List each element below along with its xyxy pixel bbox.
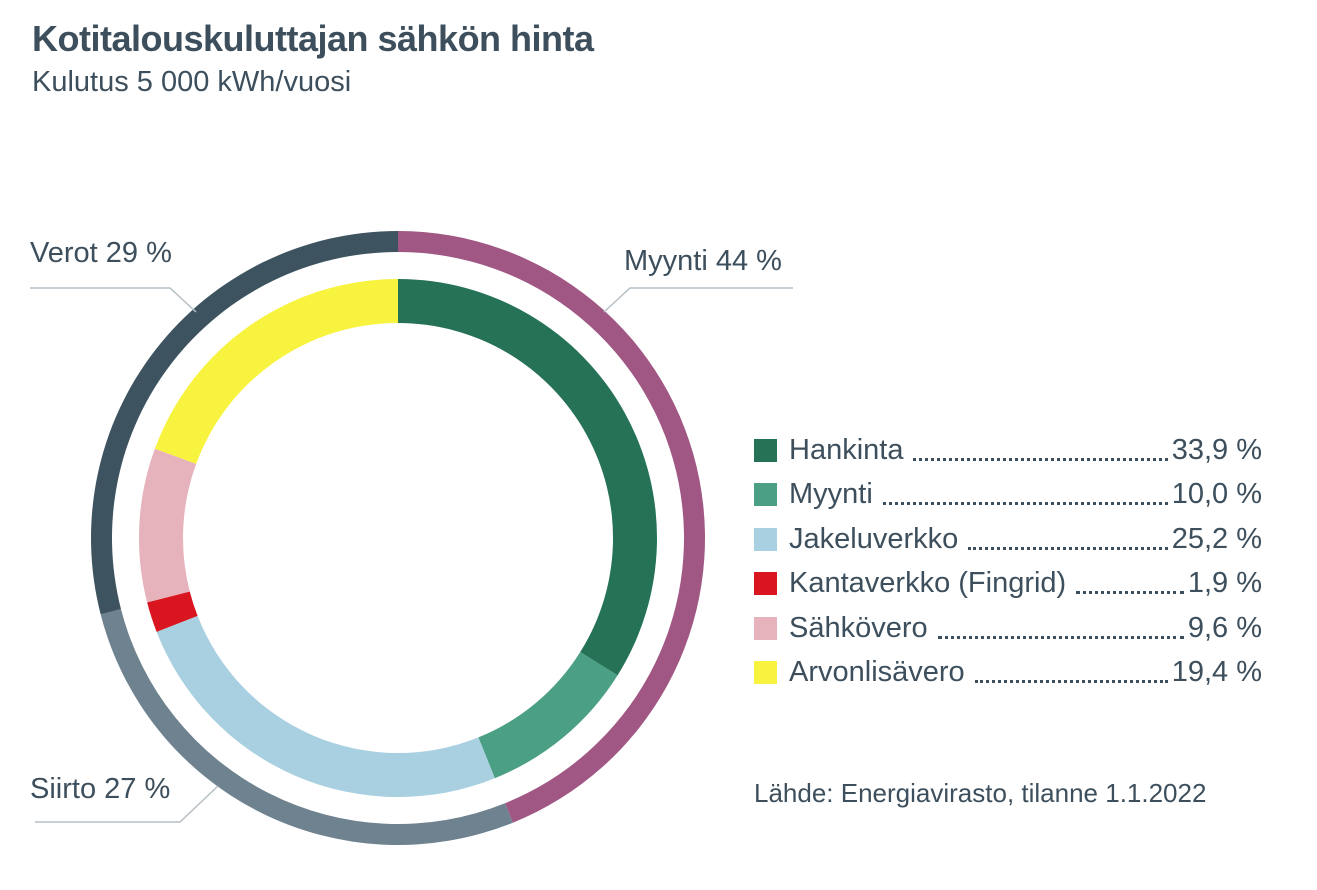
legend-dot-leader [937, 635, 1184, 639]
inner-slice-kantaverkko-fingrid [147, 591, 198, 632]
inner-slice-s-hk-vero [138, 448, 197, 603]
legend-swatch [754, 438, 777, 462]
legend-dot-leader [968, 546, 1168, 550]
legend-dot-leader [974, 680, 1168, 684]
legend-label: Hankinta [789, 433, 904, 466]
legend-item-kantaverkko-fingrid: Kantaverkko (Fingrid) 1,9 % [754, 562, 1262, 607]
chart-subtitle: Kulutus 5 000 kWh/vuosi [32, 66, 352, 98]
outer-label-siirto: Siirto 27 % [30, 773, 170, 805]
legend-label: Arvonlisävero [789, 656, 965, 689]
legend-dot-leader [913, 457, 1168, 461]
inner-slice-jakeluverkko [156, 615, 495, 797]
leader-line-siirto [35, 785, 219, 823]
legend-value: 25,2 % [1171, 522, 1262, 555]
legend-item-arvonlis-vero: Arvonlisävero 19,4 % [754, 651, 1262, 696]
inner-slice-arvonlis-vero [154, 279, 398, 464]
legend: Hankinta 33,9 % Myynti 10,0 % Jakeluverkko 25… [754, 428, 1262, 695]
legend-item-myynti: Myynti 10,0 % [754, 473, 1262, 518]
leader-lines [30, 287, 793, 823]
legend-value: 1,9 % [1187, 567, 1262, 600]
legend-swatch [754, 616, 777, 640]
leader-line-verot [30, 287, 197, 313]
legend-item-hankinta: Hankinta 33,9 % [754, 428, 1262, 473]
legend-value: 9,6 % [1187, 611, 1262, 644]
leader-line-myynti [603, 287, 793, 313]
outer-slice-siirto-27 [100, 609, 513, 845]
outer-label-verot: Verot 29 % [30, 237, 172, 269]
legend-value: 10,0 % [1171, 478, 1262, 511]
outer-label-myynti: Myynti 44 % [624, 245, 782, 277]
inner-slice-hankinta [398, 279, 657, 676]
legend-label: Myynti [789, 478, 873, 511]
legend-item-jakeluverkko: Jakeluverkko 25,2 % [754, 517, 1262, 562]
legend-label: Kantaverkko (Fingrid) [789, 567, 1067, 600]
legend-dot-leader [882, 502, 1168, 506]
inner-slice-myynti [478, 652, 618, 779]
legend-swatch [754, 572, 777, 596]
legend-swatch [754, 661, 777, 685]
inner-ring [138, 279, 657, 797]
legend-swatch [754, 527, 777, 551]
legend-value: 19,4 % [1171, 656, 1262, 689]
legend-dot-leader [1076, 591, 1184, 595]
legend-swatch [754, 483, 777, 507]
source-note: Lähde: Energiavirasto, tilanne 1.1.2022 [754, 778, 1207, 808]
legend-label: Sähkövero [789, 611, 928, 644]
outer-ring [91, 231, 705, 845]
legend-label: Jakeluverkko [789, 522, 959, 555]
legend-item-s-hk-vero: Sähkövero 9,6 % [754, 606, 1262, 651]
legend-value: 33,9 % [1171, 433, 1262, 466]
chart-title: Kotitalouskuluttajan sähkön hinta [32, 18, 594, 59]
